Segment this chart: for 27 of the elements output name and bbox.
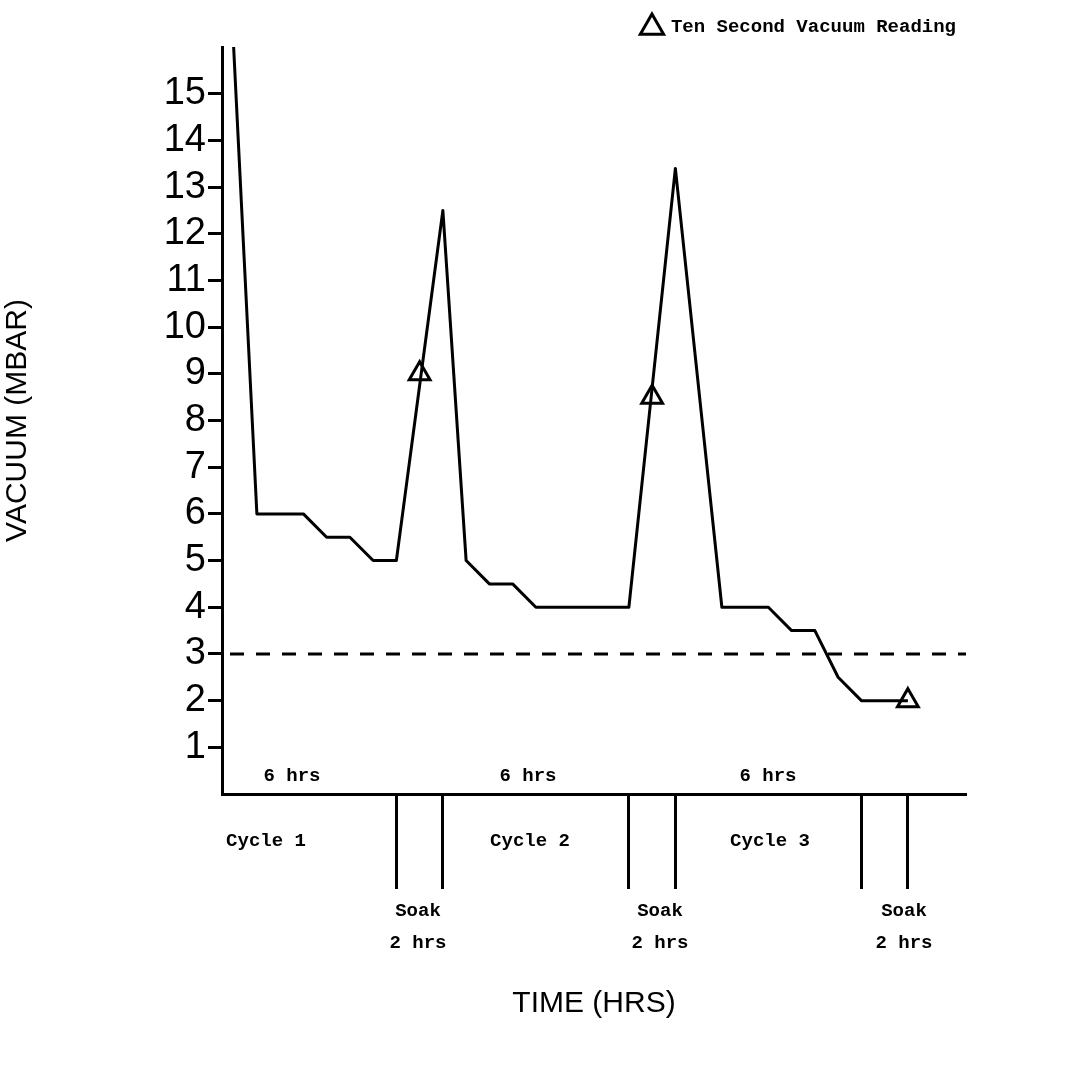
y-tick-label: 8: [184, 396, 206, 439]
y-tick-label: 6: [184, 490, 206, 533]
text: Soak 2 hrs: [631, 899, 689, 956]
y-tick-label: 13: [163, 163, 206, 206]
y-tick-label: 1: [184, 723, 206, 766]
y-tick-label: 2: [184, 677, 206, 720]
annotation: 6 hrs: [263, 764, 321, 789]
legend-label: Ten Second Vacuum Reading: [670, 16, 956, 39]
text: TIME (HRS): [512, 985, 676, 1019]
text: Soak 2 hrs: [875, 899, 933, 956]
y-tick-label: 9: [184, 350, 206, 393]
annotation: 6 hrs: [499, 764, 557, 789]
y-tick-label: 12: [163, 210, 206, 253]
y-tick-label: 3: [184, 630, 206, 673]
y-tick-label: 11: [166, 256, 206, 299]
y-tick-label: 5: [184, 537, 206, 580]
y-tick-label: 14: [163, 116, 206, 159]
text: Soak 2 hrs: [389, 899, 447, 956]
text: Cycle 1: [226, 829, 306, 854]
y-tick-label: 7: [184, 443, 206, 486]
text: Cycle 3: [730, 829, 810, 854]
y-tick-label: 15: [163, 70, 206, 113]
annotation: 6 hrs: [739, 764, 797, 789]
y-tick-label: 4: [184, 583, 206, 626]
y-axis-title: VACUUM (MBAR): [0, 299, 33, 542]
y-tick-label: 10: [163, 303, 206, 346]
text: Cycle 2: [490, 829, 570, 854]
